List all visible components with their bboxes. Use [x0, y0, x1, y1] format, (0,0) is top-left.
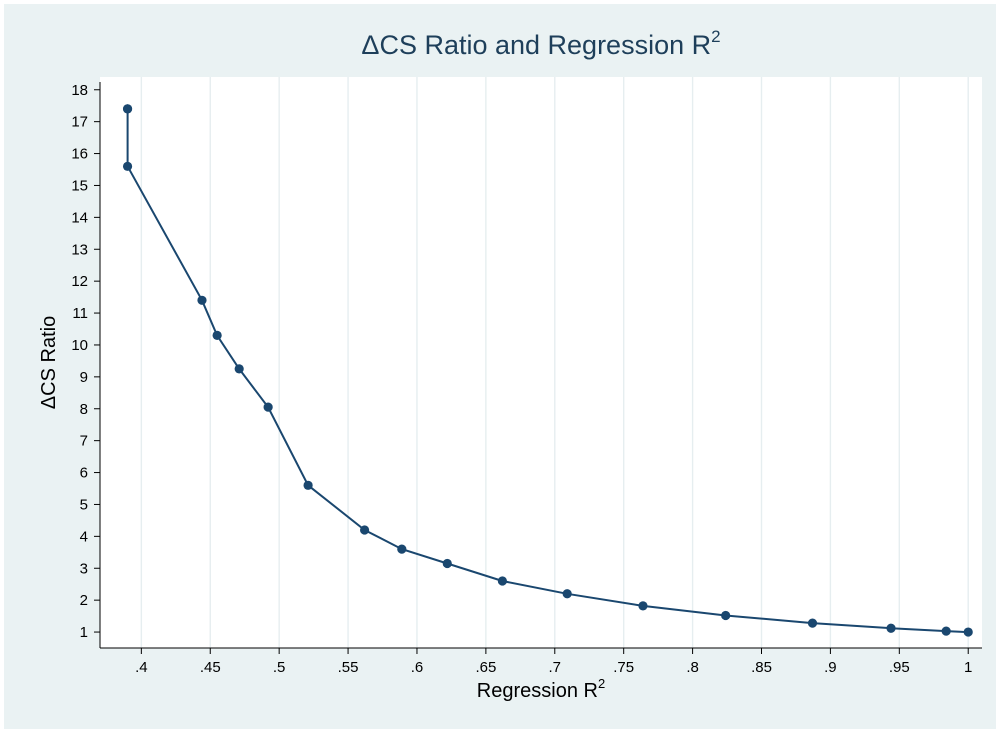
data-point — [886, 623, 896, 633]
data-point — [122, 161, 133, 171]
chart-title-superscript: 2 — [711, 27, 720, 46]
data-point — [721, 610, 731, 621]
y-axis-title: ΔCS Ratio — [38, 316, 60, 409]
x-tick-label: 1 — [964, 659, 972, 676]
y-tick-label: 7 — [80, 433, 88, 450]
y-tick-label: 8 — [80, 401, 88, 418]
x-tick-label: .95 — [889, 659, 910, 676]
y-tick-label: 18 — [71, 82, 88, 99]
x-tick-label: .4 — [135, 659, 148, 676]
y-tick-label: 15 — [71, 177, 88, 194]
y-tick-label: 1 — [80, 624, 88, 641]
x-axis-title: Regression R2 — [477, 676, 605, 702]
y-tick-label: 17 — [71, 114, 88, 131]
x-tick-label: .75 — [613, 659, 634, 676]
x-tick-label: .65 — [475, 659, 496, 676]
data-point — [397, 544, 407, 554]
x-tick-label: .45 — [200, 659, 221, 676]
series-line — [126, 108, 969, 634]
x-tick-label: .55 — [338, 659, 359, 676]
data-point — [263, 402, 273, 412]
data-point — [234, 364, 244, 374]
data-point — [941, 626, 951, 636]
y-tick-label: 14 — [71, 209, 88, 226]
grid-layer — [140, 77, 969, 648]
data-point — [638, 601, 648, 611]
x-axis-title-text: Regression R — [477, 680, 598, 702]
data-point — [963, 627, 973, 637]
chart-title-text: ΔCS Ratio and Regression R — [361, 30, 711, 60]
x-tick-label: .7 — [549, 659, 562, 676]
y-tick-label: 9 — [80, 369, 88, 386]
y-tick-label: 11 — [72, 305, 88, 322]
data-point — [807, 618, 818, 628]
y-tick-label: 2 — [80, 592, 88, 609]
x-tick-label: .6 — [411, 659, 424, 676]
data-point — [497, 576, 508, 586]
chart-title: ΔCS Ratio and Regression R2 — [361, 27, 720, 60]
chart-svg: 123456789101112131415161718.4.45.5.55.6.… — [38, 27, 982, 702]
data-point — [303, 480, 313, 490]
chart-frame: 1 2 3 4 5 6 7 8 9 10 11 12 13 14 15 16 17 18.4.45.5.55.6.… — [4, 4, 996, 729]
y-tick-label: 3 — [80, 560, 88, 577]
y-tick-label: 10 — [71, 337, 88, 354]
y-tick-label: 5 — [80, 496, 88, 513]
y-tick-label: 6 — [80, 465, 88, 482]
y-tick-label: 16 — [71, 146, 88, 163]
y-tick-label: 13 — [71, 241, 88, 258]
x-tick-label: .5 — [273, 659, 286, 676]
x-axis-title-superscript: 2 — [598, 676, 605, 691]
y-tick-label: 4 — [80, 528, 88, 545]
data-point — [562, 589, 572, 599]
data-point — [212, 330, 222, 340]
x-tick-label: .8 — [686, 659, 699, 676]
x-tick-label: .9 — [824, 659, 837, 676]
data-point — [360, 525, 370, 535]
y-tick-label: 12 — [71, 273, 88, 290]
plot-area — [100, 77, 982, 648]
data-point — [442, 558, 452, 569]
series-layer — [122, 104, 973, 637]
data-point — [197, 295, 207, 305]
data-point — [122, 104, 133, 114]
x-tick-label: .85 — [751, 659, 772, 676]
axis-layer: 123456789101112131415161718.4.45.5.55.6.… — [71, 82, 982, 676]
